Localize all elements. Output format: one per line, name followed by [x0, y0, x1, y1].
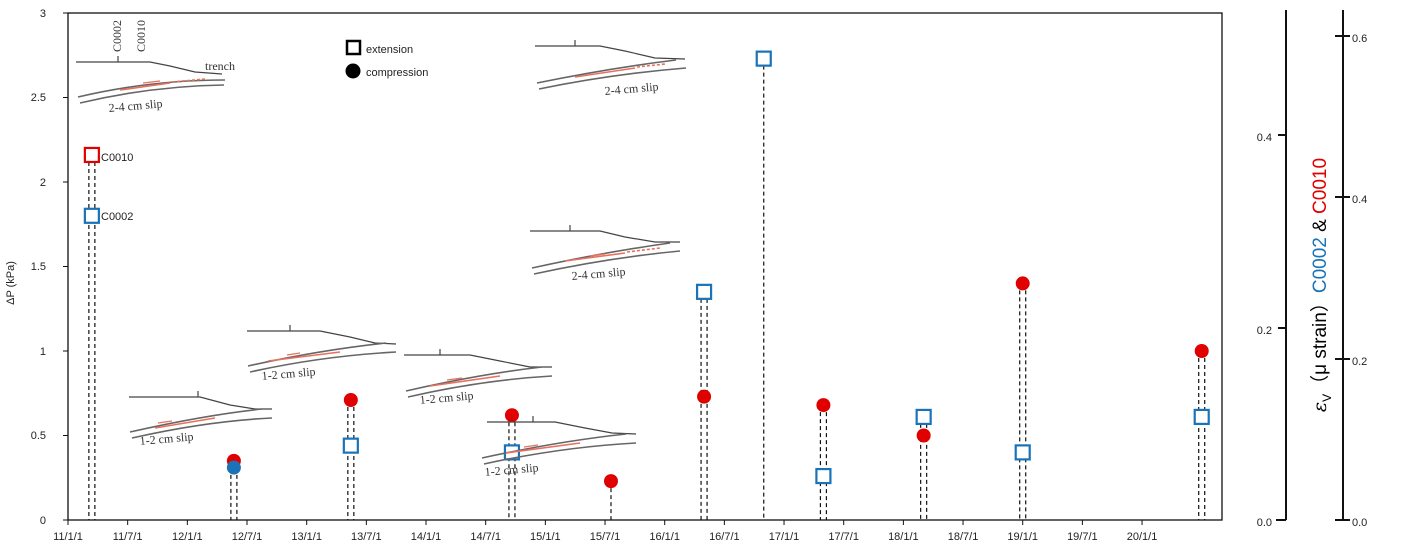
- axis-title-c0002: C0002: [1310, 237, 1331, 293]
- inset-label-c0010: C0010: [134, 20, 148, 52]
- inset-label-slip: 2-4 cm slip: [108, 96, 163, 115]
- right-axis-c0010: 0.0 0.2 0.4 0.6: [1335, 10, 1367, 529]
- compression-marker: [1015, 276, 1030, 291]
- y-tick-label: 0.5: [31, 430, 46, 442]
- x-tick-label: 13/7/1: [351, 531, 382, 543]
- x-tick-label: 12/7/1: [232, 531, 263, 543]
- extension-marker: [83, 207, 100, 224]
- x-tick-label: 18/1/1: [888, 531, 919, 543]
- inset-schematic-2: 1-2 cm slip: [129, 391, 273, 448]
- x-tick-label: 14/7/1: [470, 531, 501, 543]
- axis-title-epsilon: 𝜀: [1309, 402, 1331, 412]
- right-tick-c0010: 0.0: [1352, 517, 1367, 529]
- legend: extension compression: [345, 39, 428, 79]
- right-tick-c0002: 0.0: [1257, 517, 1272, 529]
- x-tick-label: 11/1/1: [53, 531, 83, 543]
- right-axis-c0002: 0.0 0.2 0.4: [1257, 10, 1287, 529]
- extension-marker: [915, 408, 932, 426]
- inset-label-slip: 2-4 cm slip: [571, 264, 626, 283]
- right-tick-c0002: 0.4: [1257, 132, 1272, 144]
- x-tick-label: 17/1/1: [769, 531, 800, 543]
- compression-marker: [226, 460, 241, 475]
- y-ticks: 0 0.5 1 1.5 2 2.5 3: [31, 8, 46, 527]
- point-label-c0010: C0010: [101, 152, 133, 164]
- y-axis-title: ΔP (kPa): [5, 261, 17, 305]
- legend-extension-label: extension: [366, 44, 413, 56]
- x-tick-label: 19/7/1: [1067, 531, 1098, 543]
- inset-schematic-3: 1-2 cm slip: [247, 325, 397, 383]
- axis-title-amp: &: [1310, 214, 1331, 237]
- extension-marker: [83, 146, 100, 164]
- x-tick-label: 13/1/1: [291, 531, 322, 543]
- extension-marker: [1193, 408, 1210, 426]
- inset-schematic-1: C0002 C0010 trench 2-4 cm slip: [76, 20, 235, 115]
- extension-marker: [815, 467, 832, 485]
- inset-label-slip: 1-2 cm slip: [139, 429, 194, 448]
- x-tick-label: 15/1/1: [530, 531, 561, 543]
- x-tick-label: 16/1/1: [649, 531, 680, 543]
- inset-schematic-6: 2-4 cm slip: [535, 40, 687, 98]
- extension-marker: [342, 437, 359, 454]
- compression-marker: [816, 398, 831, 413]
- inset-label-c0002: C0002: [110, 20, 124, 52]
- inset-label-trench: trench: [205, 59, 235, 73]
- legend-compression-label: compression: [366, 67, 428, 79]
- x-tick-label: 20/1/1: [1127, 531, 1158, 543]
- x-tick-label: 14/1/1: [411, 531, 442, 543]
- axis-title-c0010: C0010: [1310, 158, 1331, 214]
- x-tick-label: 17/7/1: [828, 531, 859, 543]
- x-tick-label: 18/7/1: [948, 531, 979, 543]
- compression-marker: [603, 474, 618, 489]
- compression-marker: [504, 408, 519, 423]
- x-tick-label: 19/1/1: [1007, 531, 1038, 543]
- right-tick-c0010: 0.6: [1352, 33, 1367, 45]
- y-tick-label: 0: [40, 515, 46, 527]
- inset-label-slip: 1-2 cm slip: [484, 460, 539, 479]
- stems: [88, 58, 1206, 520]
- y-tick-label: 1.5: [31, 261, 46, 273]
- right-tick-c0002: 0.2: [1257, 325, 1272, 337]
- inset-label-slip: 2-4 cm slip: [604, 79, 659, 98]
- x-tick-label: 11/7/1: [113, 531, 143, 543]
- x-tick-label: 16/7/1: [709, 531, 740, 543]
- axis-title-subscript: V: [1320, 394, 1334, 402]
- y-tick-label: 2.5: [31, 92, 46, 104]
- y-tick-label: 2: [40, 177, 46, 189]
- inset-schematic-5: 1-2 cm slip: [481, 416, 637, 479]
- inset-schematic-7: 2-4 cm slip: [530, 225, 681, 283]
- right-tick-c0010: 0.2: [1352, 356, 1367, 368]
- inset-schematic-4: 1-2 cm slip: [404, 349, 553, 407]
- x-ticks: 11/1/1 11/7/1 12/1/1 12/7/1 13/1/1 13/7/1 14/1…: [53, 12, 1158, 543]
- extension-marker: [755, 50, 772, 67]
- axis-title-strain: （μ strain）: [1309, 293, 1331, 394]
- legend-compression-marker: [345, 63, 361, 79]
- extension-marker: [695, 283, 713, 300]
- x-tick-label: 12/1/1: [172, 531, 203, 543]
- inset-label-slip: 1-2 cm slip: [419, 388, 474, 407]
- x-tick-label: 15/7/1: [590, 531, 621, 543]
- compression-marker: [343, 393, 358, 408]
- y-tick-label: 1: [40, 346, 46, 358]
- compression-marker: [1194, 344, 1209, 358]
- y-tick-label: 3: [40, 8, 46, 20]
- right-tick-c0010: 0.4: [1352, 194, 1367, 206]
- right-axis-title: 𝜀V（μ strain）C0002 & C0010: [1309, 158, 1334, 412]
- inset-label-slip: 1-2 cm slip: [261, 364, 316, 383]
- compression-marker: [697, 389, 712, 404]
- markers: [83, 50, 1210, 489]
- compression-marker: [916, 428, 931, 443]
- point-label-c0002: C0002: [101, 211, 133, 223]
- legend-extension-marker: [345, 39, 362, 56]
- extension-marker: [1014, 444, 1031, 461]
